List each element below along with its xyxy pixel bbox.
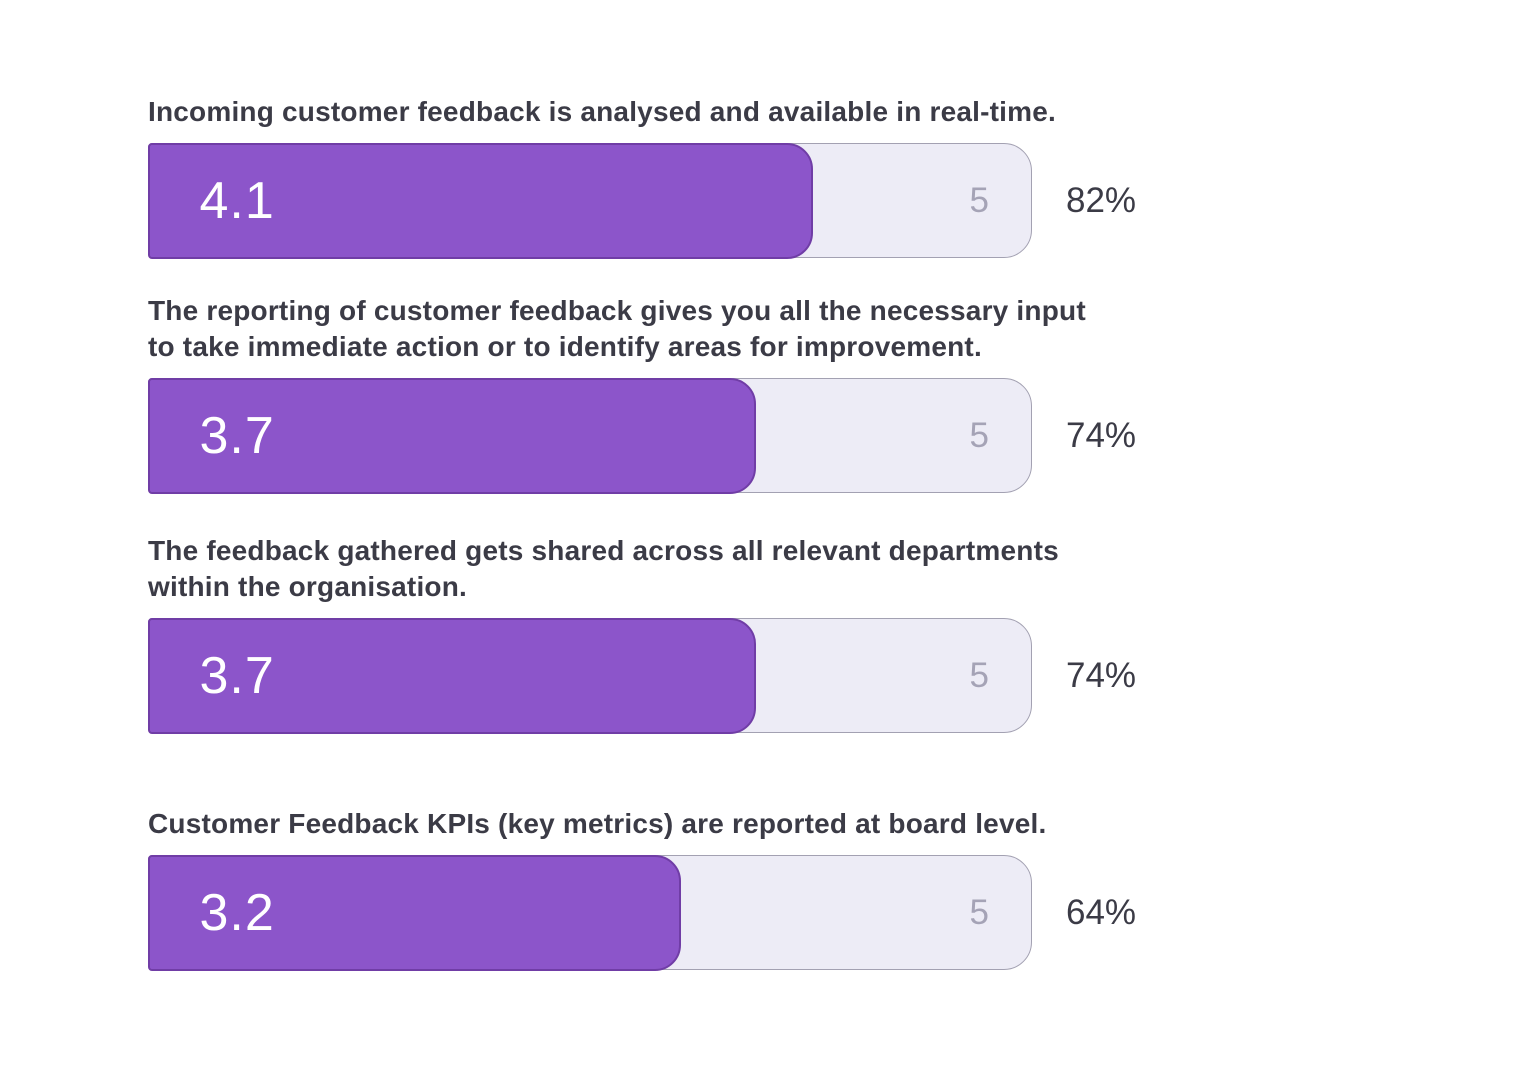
score-bar-fill: 3.7 bbox=[147, 617, 757, 734]
row-title: Incoming customer feedback is analysed a… bbox=[148, 94, 1448, 130]
bar-line: 5 3.7 74% bbox=[147, 617, 1448, 734]
score-bar-track: 5 4.1 bbox=[147, 142, 1032, 259]
score-bar-fill: 4.1 bbox=[147, 142, 813, 259]
score-bar-fill: 3.7 bbox=[147, 377, 757, 494]
row-title-line: Customer Feedback KPIs (key metrics) are… bbox=[148, 808, 1047, 839]
percent-label: 74% bbox=[1066, 415, 1137, 455]
bar-line: 5 3.2 64% bbox=[147, 854, 1448, 971]
row-title-line: Incoming customer feedback is analysed a… bbox=[148, 96, 1056, 127]
max-scale-label: 5 bbox=[969, 892, 989, 932]
percent-label: 82% bbox=[1066, 180, 1137, 220]
bar-line: 5 4.1 82% bbox=[147, 142, 1448, 259]
score-value-label: 3.7 bbox=[199, 646, 275, 705]
score-bar-track: 5 3.7 bbox=[147, 617, 1032, 734]
score-value-label: 3.2 bbox=[199, 883, 275, 942]
max-scale-label: 5 bbox=[969, 655, 989, 695]
percent-label: 64% bbox=[1066, 892, 1137, 932]
row-title-line: within the organisation. bbox=[148, 571, 468, 602]
row-title-line: to take immediate action or to identify … bbox=[148, 331, 982, 362]
bar-line: 5 3.7 74% bbox=[147, 377, 1448, 494]
row-title-line: The feedback gathered gets shared across… bbox=[148, 535, 1059, 566]
chart-row: The feedback gathered gets shared across… bbox=[147, 533, 1448, 734]
score-bar-track: 5 3.7 bbox=[147, 377, 1032, 494]
chart-row: Customer Feedback KPIs (key metrics) are… bbox=[147, 806, 1448, 971]
score-value-label: 4.1 bbox=[199, 171, 275, 230]
row-title-line: The reporting of customer feedback gives… bbox=[148, 295, 1086, 326]
chart-row: The reporting of customer feedback gives… bbox=[147, 293, 1448, 494]
row-title: Customer Feedback KPIs (key metrics) are… bbox=[148, 806, 1448, 842]
row-title: The feedback gathered gets shared across… bbox=[148, 533, 1448, 605]
survey-score-chart: Incoming customer feedback is analysed a… bbox=[147, 94, 1448, 971]
max-scale-label: 5 bbox=[969, 180, 989, 220]
score-bar-track: 5 3.2 bbox=[147, 854, 1032, 971]
score-bar-fill: 3.2 bbox=[147, 854, 682, 971]
chart-row: Incoming customer feedback is analysed a… bbox=[147, 94, 1448, 259]
row-title: The reporting of customer feedback gives… bbox=[148, 293, 1448, 365]
score-value-label: 3.7 bbox=[199, 406, 275, 465]
percent-label: 74% bbox=[1066, 655, 1137, 695]
max-scale-label: 5 bbox=[969, 415, 989, 455]
